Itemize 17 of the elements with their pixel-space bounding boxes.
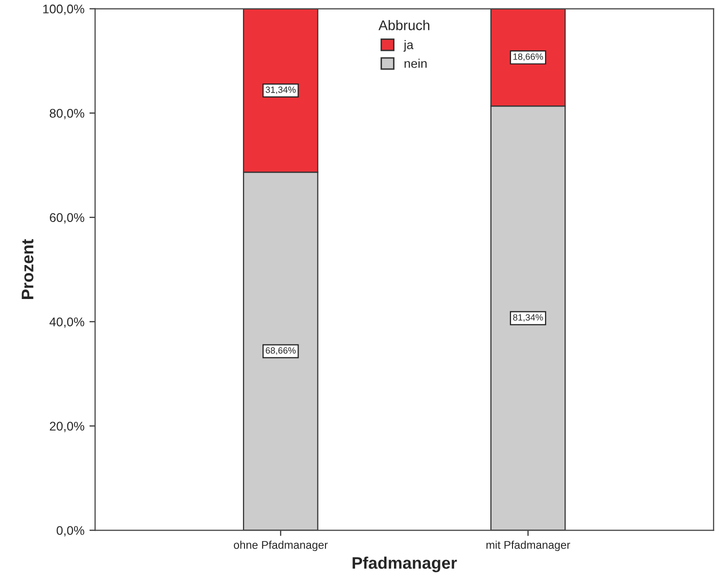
y-tick-label: 40,0% xyxy=(50,317,84,328)
y-tick-label: 80,0% xyxy=(50,108,84,120)
y-tick-label: 100,0% xyxy=(43,4,84,15)
data-label: 18,66% xyxy=(513,53,544,61)
x-tick-label: ohne Pfadmanager xyxy=(234,540,328,552)
x-tick-label: mit Pfadmanager xyxy=(486,540,570,552)
y-tick-label: 0,0% xyxy=(56,526,84,536)
data-label: 31,34% xyxy=(266,86,296,94)
legend-label: ja xyxy=(403,40,414,52)
y-axis-title: Prozent xyxy=(22,239,34,299)
y-tick-label: 60,0% xyxy=(50,213,84,224)
data-label: 81,34% xyxy=(513,314,544,322)
x-axis-title: Pfadmanager xyxy=(352,556,457,572)
y-tick-label: 20,0% xyxy=(50,422,84,432)
legend-title: Abbruch xyxy=(378,20,430,30)
legend-label: nein xyxy=(404,58,427,68)
data-label: 68,66% xyxy=(266,347,296,355)
